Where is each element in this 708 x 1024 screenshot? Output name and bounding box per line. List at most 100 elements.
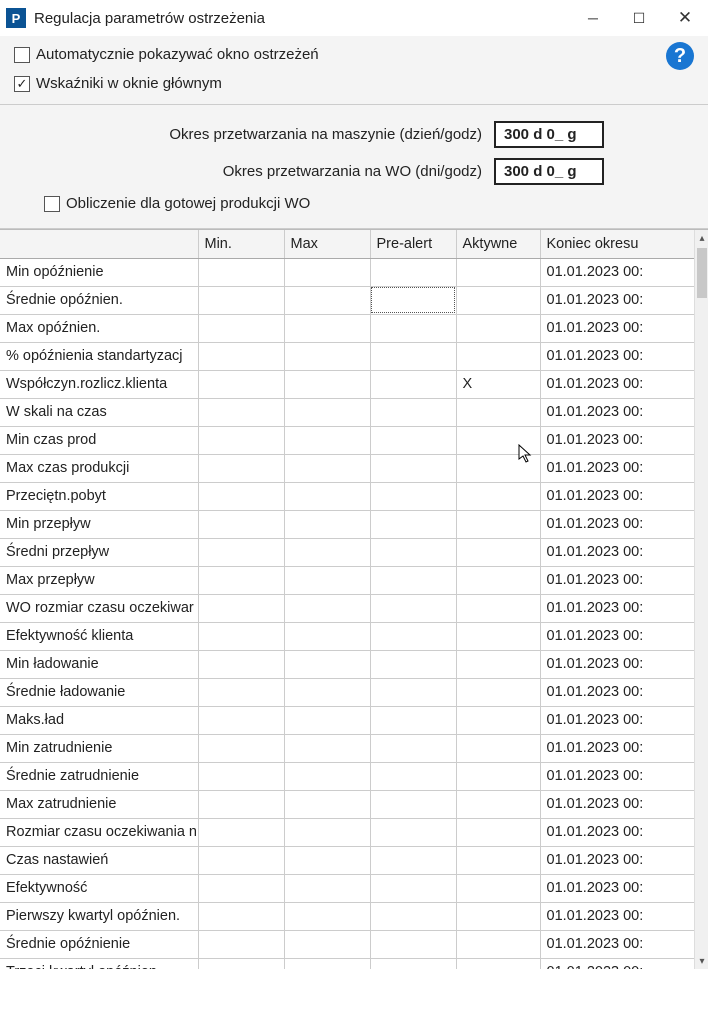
table-row[interactable]: Średni przepływ 01.01.2023 00: bbox=[0, 538, 696, 566]
cell-name[interactable]: Maks.ład bbox=[0, 706, 198, 734]
table-row[interactable]: Max opóźnien.01.01.2023 00: bbox=[0, 314, 696, 342]
cell-active[interactable] bbox=[456, 846, 540, 874]
cell-min[interactable] bbox=[198, 930, 284, 958]
cell-max[interactable] bbox=[284, 286, 370, 314]
table-row[interactable]: Min ładowanie01.01.2023 00: bbox=[0, 650, 696, 678]
cell-min[interactable] bbox=[198, 510, 284, 538]
cell-max[interactable] bbox=[284, 762, 370, 790]
cell-prealert[interactable] bbox=[370, 510, 456, 538]
cell-name[interactable]: W skali na czas bbox=[0, 398, 198, 426]
cell-active[interactable] bbox=[456, 286, 540, 314]
cell-end[interactable]: 01.01.2023 00: bbox=[540, 706, 696, 734]
help-icon[interactable]: ? bbox=[666, 42, 694, 70]
cell-prealert[interactable] bbox=[370, 902, 456, 930]
cell-name[interactable]: Min ładowanie bbox=[0, 650, 198, 678]
cell-active[interactable] bbox=[456, 398, 540, 426]
cell-prealert[interactable] bbox=[370, 958, 456, 969]
cell-prealert[interactable] bbox=[370, 734, 456, 762]
cell-end[interactable]: 01.01.2023 00: bbox=[540, 370, 696, 398]
cell-prealert[interactable] bbox=[370, 370, 456, 398]
cell-name[interactable]: Max opóźnien. bbox=[0, 314, 198, 342]
cell-active[interactable] bbox=[456, 482, 540, 510]
cell-min[interactable] bbox=[198, 370, 284, 398]
cell-prealert[interactable] bbox=[370, 790, 456, 818]
cell-prealert[interactable] bbox=[370, 706, 456, 734]
cell-prealert[interactable] bbox=[370, 538, 456, 566]
cell-end[interactable]: 01.01.2023 00: bbox=[540, 762, 696, 790]
cell-end[interactable]: 01.01.2023 00: bbox=[540, 846, 696, 874]
cell-name[interactable]: Efektywność klienta bbox=[0, 622, 198, 650]
cell-min[interactable] bbox=[198, 734, 284, 762]
cell-prealert[interactable] bbox=[370, 258, 456, 286]
cell-active[interactable] bbox=[456, 958, 540, 969]
scroll-up-button[interactable]: ▴ bbox=[695, 230, 708, 246]
cell-name[interactable]: Średnie opóźnien. bbox=[0, 286, 198, 314]
table-row[interactable]: Średnie opóźnien. 01.01.2023 00: bbox=[0, 286, 696, 314]
cell-prealert[interactable] bbox=[370, 762, 456, 790]
cell-name[interactable]: Min przepływ bbox=[0, 510, 198, 538]
cell-prealert[interactable] bbox=[370, 846, 456, 874]
maximize-button[interactable]: ☐ bbox=[616, 2, 662, 34]
cell-prealert[interactable] bbox=[370, 314, 456, 342]
col-header-active[interactable]: Aktywne bbox=[456, 230, 540, 258]
cell-min[interactable] bbox=[198, 678, 284, 706]
cell-name[interactable]: Rozmiar czasu oczekiwania n bbox=[0, 818, 198, 846]
cell-name[interactable]: Efektywność bbox=[0, 874, 198, 902]
cell-max[interactable] bbox=[284, 706, 370, 734]
cell-min[interactable] bbox=[198, 398, 284, 426]
table-row[interactable]: Max czas produkcji01.01.2023 00: bbox=[0, 454, 696, 482]
cell-end[interactable]: 01.01.2023 00: bbox=[540, 734, 696, 762]
cell-max[interactable] bbox=[284, 650, 370, 678]
cell-active[interactable] bbox=[456, 510, 540, 538]
cell-name[interactable]: % opóźnienia standartyzacj bbox=[0, 342, 198, 370]
cell-max[interactable] bbox=[284, 398, 370, 426]
minimize-button[interactable]: ─ bbox=[570, 2, 616, 34]
cell-min[interactable] bbox=[198, 902, 284, 930]
cell-end[interactable]: 01.01.2023 00: bbox=[540, 398, 696, 426]
checkbox-box[interactable] bbox=[14, 47, 30, 63]
table-row[interactable]: Maks.ład 01.01.2023 00: bbox=[0, 706, 696, 734]
cell-prealert[interactable] bbox=[370, 286, 456, 314]
scroll-down-button[interactable]: ▾ bbox=[695, 953, 708, 969]
cell-max[interactable] bbox=[284, 426, 370, 454]
cell-end[interactable]: 01.01.2023 00: bbox=[540, 790, 696, 818]
cell-max[interactable] bbox=[284, 482, 370, 510]
table-row[interactable]: Trzeci kwartyl opóźnien.01.01.2023 00: bbox=[0, 958, 696, 969]
cell-name[interactable]: Pierwszy kwartyl opóźnien. bbox=[0, 902, 198, 930]
cell-prealert[interactable] bbox=[370, 342, 456, 370]
col-header-min[interactable]: Min. bbox=[198, 230, 284, 258]
checkbox-box[interactable]: ✓ bbox=[14, 76, 30, 92]
cell-end[interactable]: 01.01.2023 00: bbox=[540, 258, 696, 286]
cell-prealert[interactable] bbox=[370, 818, 456, 846]
table-row[interactable]: Średnie zatrudnienie01.01.2023 00: bbox=[0, 762, 696, 790]
cell-active[interactable] bbox=[456, 622, 540, 650]
cell-end[interactable]: 01.01.2023 00: bbox=[540, 482, 696, 510]
table-row[interactable]: Pierwszy kwartyl opóźnien.01.01.2023 00: bbox=[0, 902, 696, 930]
col-header-end[interactable]: Koniec okresu bbox=[540, 230, 696, 258]
cell-prealert[interactable] bbox=[370, 426, 456, 454]
cell-prealert[interactable] bbox=[370, 678, 456, 706]
cell-name[interactable]: Średni przepływ bbox=[0, 538, 198, 566]
cell-active[interactable] bbox=[456, 790, 540, 818]
machine-period-input[interactable]: 300 d 0_ g bbox=[494, 121, 604, 148]
cell-min[interactable] bbox=[198, 790, 284, 818]
cell-min[interactable] bbox=[198, 342, 284, 370]
cell-end[interactable]: 01.01.2023 00: bbox=[540, 342, 696, 370]
cell-max[interactable] bbox=[284, 846, 370, 874]
cell-max[interactable] bbox=[284, 566, 370, 594]
cell-end[interactable]: 01.01.2023 00: bbox=[540, 818, 696, 846]
cell-max[interactable] bbox=[284, 538, 370, 566]
cell-end[interactable]: 01.01.2023 00: bbox=[540, 538, 696, 566]
cell-max[interactable] bbox=[284, 594, 370, 622]
cell-end[interactable]: 01.01.2023 00: bbox=[540, 286, 696, 314]
table-row[interactable]: WO rozmiar czasu oczekiwar01.01.2023 00: bbox=[0, 594, 696, 622]
cell-max[interactable] bbox=[284, 734, 370, 762]
cell-min[interactable] bbox=[198, 874, 284, 902]
table-row[interactable]: Min przepływ01.01.2023 00: bbox=[0, 510, 696, 538]
table-row[interactable]: Przeciętn.pobyt01.01.2023 00: bbox=[0, 482, 696, 510]
cell-max[interactable] bbox=[284, 622, 370, 650]
col-header-max[interactable]: Max bbox=[284, 230, 370, 258]
cell-active[interactable]: X bbox=[456, 370, 540, 398]
cell-active[interactable] bbox=[456, 734, 540, 762]
table-row[interactable]: Max przepływ01.01.2023 00: bbox=[0, 566, 696, 594]
